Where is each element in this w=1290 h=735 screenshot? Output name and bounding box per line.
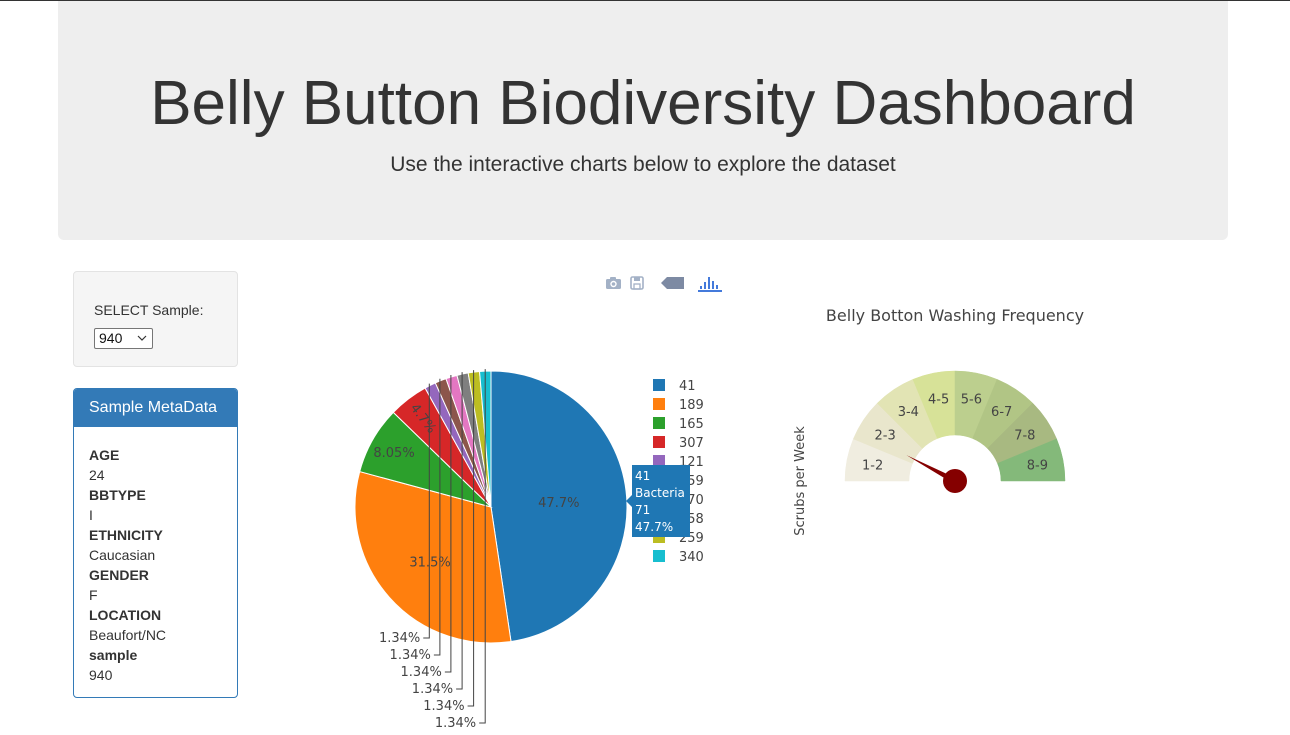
metadata-value: Beaufort/NC <box>89 627 167 643</box>
metadata-list: AGE 24 BBTYPE I ETHNICITY Caucasian GEND… <box>74 427 237 685</box>
pie-percent-label: 31.5% <box>409 555 450 570</box>
gauge-segment-label: 6-7 <box>991 405 1012 420</box>
legend-label[interactable]: 307 <box>679 436 704 451</box>
pie-label-leader <box>433 378 441 656</box>
pie-percent-label: 1.34% <box>401 665 442 680</box>
pie-hover-tooltip: 41 Bacteria 71 47.7% <box>626 465 690 537</box>
gauge-title: Belly Botton Washing Frequency <box>826 306 1084 325</box>
metadata-value: 24 <box>89 467 105 483</box>
metadata-key: sample <box>89 647 138 663</box>
plotly-logo-icon[interactable] <box>697 275 723 298</box>
metadata-value: 940 <box>89 667 113 683</box>
gauge-segment-label: 1-2 <box>862 459 883 474</box>
gauge-chart: Belly Botton Washing Frequency Scrubs per… <box>793 306 1084 536</box>
gauge-segment-label: 3-4 <box>898 405 919 420</box>
legend-label[interactable]: 165 <box>679 417 704 432</box>
gauge-needle-hub <box>943 469 967 493</box>
gauge-segment-label: 7-8 <box>1014 428 1035 443</box>
metadata-panel-title: Sample MetaData <box>74 389 237 427</box>
sample-select[interactable]: 940 <box>94 328 153 349</box>
legend-swatch[interactable] <box>653 398 665 410</box>
sample-select-value: 940 <box>99 330 123 346</box>
tag-icon[interactable] <box>660 275 686 296</box>
select-sample-label: SELECT Sample: <box>94 302 204 318</box>
legend-swatch[interactable] <box>653 455 665 467</box>
tooltip-line: 41 <box>635 469 650 483</box>
legend-label[interactable]: 340 <box>679 550 704 565</box>
pie-percent-label: 8.05% <box>373 446 414 461</box>
metadata-key: BBTYPE <box>89 487 146 503</box>
gauge-segment-label: 8-9 <box>1027 459 1048 474</box>
sample-selector-well: SELECT Sample: 940 <box>73 271 238 367</box>
pie-slice-41[interactable] <box>490 370 628 643</box>
pie-percent-label: 1.34% <box>423 699 464 714</box>
metadata-key: AGE <box>89 447 120 463</box>
pie-percent-label: 1.34% <box>435 716 476 731</box>
page-title: Belly Button Biodiversity Dashboard <box>150 69 1136 138</box>
metadata-key: ETHNICITY <box>89 527 163 543</box>
legend-swatch[interactable] <box>653 436 665 448</box>
legend-swatch[interactable] <box>653 550 665 562</box>
pie-percent-label: 1.34% <box>379 631 420 646</box>
metadata-value: F <box>89 587 98 603</box>
top-border <box>0 0 1290 1</box>
camera-icon[interactable] <box>605 275 622 296</box>
metadata-value: Caucasian <box>89 547 156 563</box>
save-icon[interactable] <box>629 275 645 296</box>
pie-percent-label: 1.34% <box>412 682 453 697</box>
gauge-segment-label: 5-6 <box>961 393 982 408</box>
metadata-value: I <box>89 507 93 523</box>
legend-label[interactable]: 189 <box>679 398 704 413</box>
pie-label-leader <box>444 375 452 673</box>
metadata-key: GENDER <box>89 567 149 583</box>
pie-label-leader <box>479 369 486 724</box>
pie-percent-label: 47.7% <box>538 496 579 511</box>
gauge-segment[interactable] <box>997 438 1066 482</box>
tooltip-line: 71 <box>635 503 650 517</box>
pie-label-leader <box>423 383 430 639</box>
page-subtitle: Use the interactive charts below to expl… <box>390 153 896 176</box>
pie-chart: 47.7%31.5%8.05%4.7%1.34%1.34%1.34%1.34%1… <box>354 369 704 731</box>
tooltip-line: 47.7% <box>635 520 673 534</box>
legend-label[interactable]: 41 <box>679 379 696 394</box>
tooltip-line: Bacteria <box>635 486 685 500</box>
chevron-down-icon <box>137 335 147 341</box>
gauge-segment-label: 4-5 <box>928 393 949 408</box>
pie-slice-189[interactable] <box>354 470 512 644</box>
pie-percent-label: 1.34% <box>390 648 431 663</box>
pie-label-leader <box>467 370 475 707</box>
header-jumbotron: Belly Button Biodiversity Dashboard Use … <box>58 1 1228 240</box>
gauge-ylabel: Scrubs per Week <box>793 426 808 536</box>
legend-swatch[interactable] <box>653 417 665 429</box>
metadata-key: LOCATION <box>89 607 162 623</box>
legend-swatch[interactable] <box>653 379 665 391</box>
metadata-panel: Sample MetaData AGE 24 BBTYPE I ETHNICIT… <box>73 388 238 698</box>
pie-label-leader <box>456 372 463 690</box>
gauge-segment-label: 2-3 <box>875 428 896 443</box>
